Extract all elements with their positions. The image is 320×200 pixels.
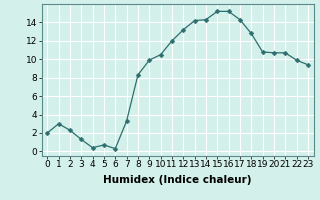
X-axis label: Humidex (Indice chaleur): Humidex (Indice chaleur) xyxy=(103,175,252,185)
